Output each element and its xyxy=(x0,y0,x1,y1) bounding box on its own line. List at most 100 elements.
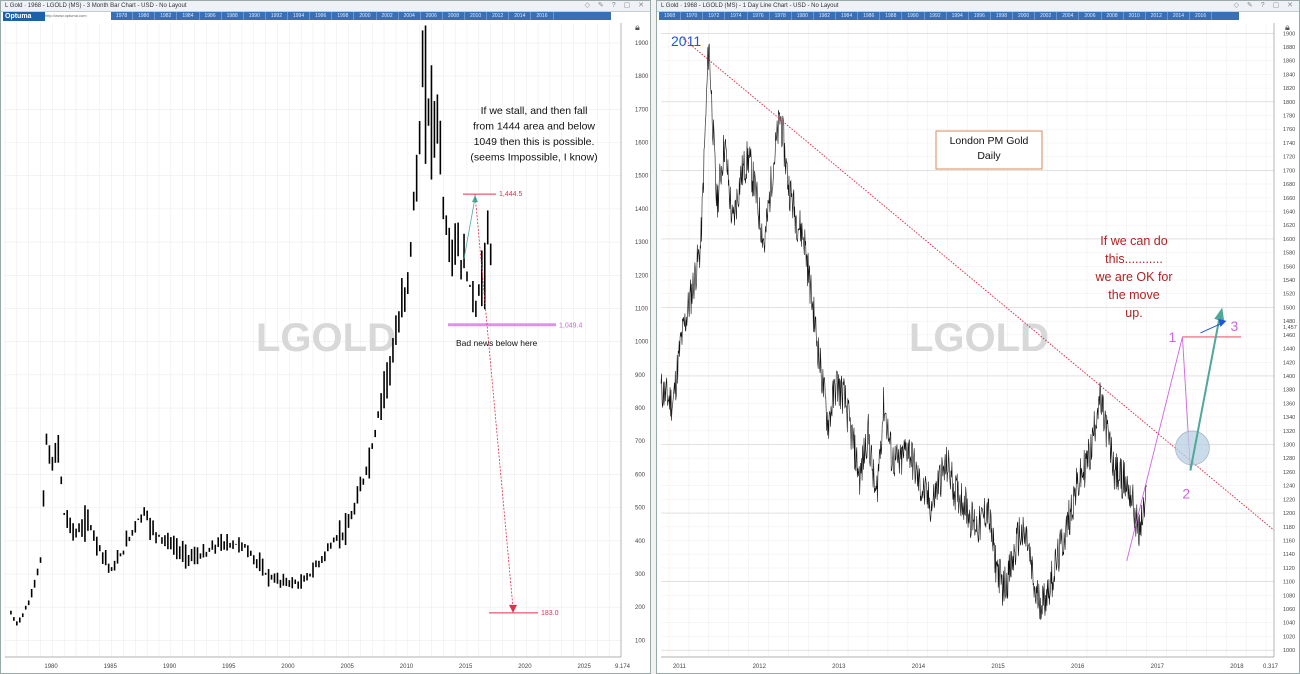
right-title-bar: L Gold · 1968 - LGOLD (MS) - 1 Day Line … xyxy=(657,1,1299,12)
left-timebar-year-1996[interactable]: 1996 xyxy=(310,12,333,20)
right-timebar-year-1972[interactable]: 1972 xyxy=(703,12,726,20)
x-tick-label: 2018 xyxy=(1230,664,1244,670)
left-window-title: L Gold · 1968 - LGOLD (MS) - 3 Month Bar… xyxy=(5,3,187,9)
x-tick-label: 2016 xyxy=(1071,664,1085,670)
left-timebar-year-2008[interactable]: 2008 xyxy=(443,12,465,20)
x-tick-label: 1990 xyxy=(163,664,177,670)
y-tick-label: 100 xyxy=(635,638,646,644)
y-tick-label: 600 xyxy=(635,472,646,478)
wave-3-arrowhead xyxy=(1214,307,1225,322)
left-time-navigator[interactable]: 1978 1980 1982 1984 1986 1988 1990 1992 1994 1996… xyxy=(111,12,611,20)
y-tick-label: 200 xyxy=(635,605,646,611)
level-label-target: 183.0 xyxy=(541,610,559,617)
y-tick-label: 1260 xyxy=(1283,470,1295,476)
y-tick-label: 1820 xyxy=(1283,86,1295,92)
y-tick-label: 1040 xyxy=(1283,621,1295,627)
left-timebar-year-1982[interactable]: 1982 xyxy=(155,12,178,20)
x-tick-label: 2014 xyxy=(912,664,926,670)
wave-3-label: 3 xyxy=(1230,318,1238,334)
y-tick-label: 1640 xyxy=(1283,209,1295,215)
left-timebar-year-2002[interactable]: 2002 xyxy=(377,12,399,20)
y-tick-label: 1000 xyxy=(635,340,649,346)
y-tick-label: 1900 xyxy=(635,41,649,47)
left-timebar-year-2014[interactable]: 2014 xyxy=(509,12,532,20)
note-line: we are OK for xyxy=(1094,270,1172,284)
right-timebar-year-1996[interactable]: 1996 xyxy=(969,12,991,20)
y-tick-label: 1700 xyxy=(1283,168,1295,174)
level-label-high: 1,444.5 xyxy=(499,191,522,198)
right-timebar-year-1978[interactable]: 1978 xyxy=(770,12,792,20)
y-tick-label: 1680 xyxy=(1283,182,1295,188)
x-tick-label: 1985 xyxy=(104,664,118,670)
y-tick-label: 1840 xyxy=(1283,72,1295,78)
right-timebar-year-1988[interactable]: 1988 xyxy=(880,12,903,20)
right-timebar-year-1986[interactable]: 1986 xyxy=(858,12,881,20)
y-tick-label: 1440 xyxy=(1283,347,1295,353)
x-tick-label: 1980 xyxy=(44,664,58,670)
left-timebar-year-2010[interactable]: 2010 xyxy=(465,12,488,20)
left-timebar-year-2012[interactable]: 2012 xyxy=(487,12,510,20)
right-timebar-year-2014[interactable]: 2014 xyxy=(1168,12,1190,20)
right-timebar-year-2008[interactable]: 2008 xyxy=(1102,12,1124,20)
y-tick-label: 1620 xyxy=(1283,223,1295,229)
left-timebar-year-2000[interactable]: 2000 xyxy=(354,12,377,20)
left-chart-window[interactable]: L Gold · 1968 - LGOLD (MS) - 3 Month Bar… xyxy=(0,0,651,674)
right-timebar-year-2006[interactable]: 2006 xyxy=(1079,12,1102,20)
left-timebar-year-1986[interactable]: 1986 xyxy=(200,12,222,20)
y-tick-label: 1280 xyxy=(1283,456,1295,462)
right-timebar-year-1974[interactable]: 1974 xyxy=(725,12,748,20)
right-timebar-year-1984[interactable]: 1984 xyxy=(836,12,859,20)
right-timebar-year-1976[interactable]: 1976 xyxy=(748,12,770,20)
note-line: (seems Impossible, I know) xyxy=(470,152,597,164)
right-timebar-year-2002[interactable]: 2002 xyxy=(1035,12,1058,20)
left-timebar-year-1994[interactable]: 1994 xyxy=(288,12,311,20)
right-timebar-year-1980[interactable]: 1980 xyxy=(792,12,814,20)
bad-news-label: Bad news below here xyxy=(456,338,538,348)
right-time-navigator[interactable]: 1968 1970 1972 1974 1976 1978 1980 1982 1984 1986… xyxy=(659,12,1239,20)
y-tick-label: 1540 xyxy=(1283,278,1295,284)
watermark: LGOLD xyxy=(909,316,1049,360)
y-tick-label: 1020 xyxy=(1283,634,1295,640)
y-tick-label: 1080 xyxy=(1283,593,1295,599)
y-tick-label: 1660 xyxy=(1283,196,1295,202)
right-window-controls[interactable]: ◇ ✎ ? ▢ ✕ xyxy=(1233,2,1296,9)
left-timebar-year-1980[interactable]: 1980 xyxy=(133,12,156,20)
left-timebar-year-2016[interactable]: 2016 xyxy=(531,12,554,20)
y-tick-label: 1200 xyxy=(635,273,649,279)
left-timebar-year-1992[interactable]: 1992 xyxy=(266,12,288,20)
x-tick-label: 2015 xyxy=(991,664,1005,670)
right-timebar-year-2016[interactable]: 2016 xyxy=(1190,12,1213,20)
right-timebar-year-1982[interactable]: 1982 xyxy=(814,12,836,20)
right-timebar-year-2000[interactable]: 2000 xyxy=(1013,12,1036,20)
right-timebar-year-1990[interactable]: 1990 xyxy=(902,12,925,20)
right-lock-icon[interactable]: 🔒︎ xyxy=(1285,22,1290,32)
right-timebar-year-2010[interactable]: 2010 xyxy=(1124,12,1146,20)
arrowhead-up xyxy=(472,195,478,203)
left-timebar-year-1978[interactable]: 1978 xyxy=(111,12,134,20)
note-line: If we stall, and then fall xyxy=(481,105,588,117)
title-box-line: Daily xyxy=(977,150,1001,162)
y-tick-label: 1060 xyxy=(1283,607,1295,613)
y-tick-label: 1300 xyxy=(635,240,649,246)
right-timebar-year-1992[interactable]: 1992 xyxy=(925,12,947,20)
right-timebar-year-2004[interactable]: 2004 xyxy=(1057,12,1080,20)
left-timebar-year-1988[interactable]: 1988 xyxy=(222,12,244,20)
y-tick-label: 1800 xyxy=(635,74,649,80)
x-tick-label: 2011 xyxy=(673,664,687,670)
right-timebar-year-1970[interactable]: 1970 xyxy=(681,12,704,20)
left-timebar-year-2006[interactable]: 2006 xyxy=(421,12,443,20)
right-timebar-year-1968[interactable]: 1968 xyxy=(659,12,682,20)
small-blue-arrowhead xyxy=(1218,318,1227,327)
left-timebar-year-1990[interactable]: 1990 xyxy=(244,12,266,20)
right-window-title: L Gold · 1968 - LGOLD (MS) - 1 Day Line … xyxy=(661,3,839,9)
left-lock-icon[interactable]: 🔒︎ xyxy=(635,22,640,32)
left-timebar-year-1998[interactable]: 1998 xyxy=(332,12,355,20)
right-timebar-year-1994[interactable]: 1994 xyxy=(947,12,969,20)
right-chart-window[interactable]: L Gold · 1968 - LGOLD (MS) - 1 Day Line … xyxy=(656,0,1300,674)
right-timebar-year-1998[interactable]: 1998 xyxy=(991,12,1013,20)
y-tick-label: 1900 xyxy=(1283,31,1295,37)
left-window-controls[interactable]: ◇ ✎ ? ▢ ✕ xyxy=(584,2,647,9)
left-timebar-year-2004[interactable]: 2004 xyxy=(399,12,421,20)
left-timebar-year-1984[interactable]: 1984 xyxy=(177,12,200,20)
right-timebar-year-2012[interactable]: 2012 xyxy=(1146,12,1168,20)
